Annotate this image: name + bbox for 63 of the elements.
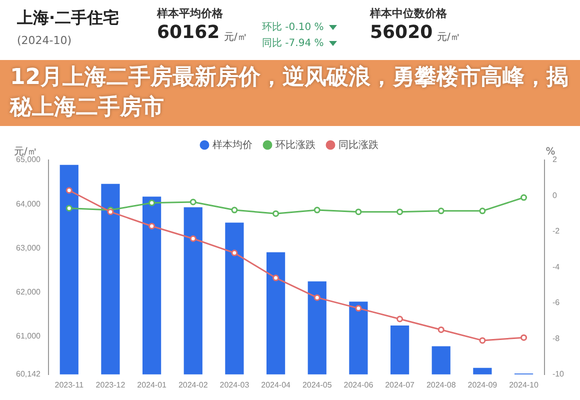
y-tick-label: 62,000	[16, 288, 42, 297]
legend-label: 环比涨跌	[276, 138, 316, 151]
x-tick-label: 2024-01	[137, 380, 168, 390]
text: 同比 -7.94 %	[262, 38, 324, 49]
text: 元/㎡	[224, 32, 248, 43]
point	[520, 334, 528, 341]
point	[148, 200, 156, 206]
x-tick-label: 2024-08	[426, 380, 456, 390]
x-tick-label: 2024-10	[509, 380, 540, 390]
point	[479, 208, 486, 214]
point	[190, 198, 196, 206]
text: 环比 -0.10 %	[262, 22, 324, 33]
x-tick-label: 2024-05	[302, 380, 332, 390]
x-tick-label: 2024-03	[220, 380, 250, 390]
point	[231, 206, 238, 214]
x-tick-label: 2023-11	[54, 380, 84, 390]
point	[272, 210, 280, 217]
text: (2024-10)	[17, 34, 72, 47]
x-tick-label: 2024-07	[385, 380, 416, 390]
point	[479, 337, 486, 344]
legend-label: 同比涨跌	[338, 138, 378, 151]
y2-tick-label: -2	[552, 226, 560, 236]
point	[314, 206, 320, 214]
point	[438, 208, 444, 214]
y2-tick-label: -8	[552, 334, 560, 343]
y-tick-label: 65,000	[16, 155, 42, 164]
legend-label: 样本均价	[212, 138, 252, 151]
x-tick-label: 2024-09	[468, 380, 498, 390]
y-tick-label: 64,000	[16, 199, 42, 208]
text: 上海·二手住宅	[17, 8, 120, 27]
y2-tick-label: -6	[552, 298, 560, 308]
point	[396, 316, 404, 322]
point	[231, 250, 238, 256]
x-tick-label: 2024-06	[344, 380, 374, 390]
point	[314, 294, 320, 301]
point	[520, 194, 528, 201]
chart-title: 12月上海二手房最新房价，逆风破浪，勇攀楼市高峰，揭秘上海二手房市	[0, 60, 580, 126]
x-tick-label: 2024-02	[178, 380, 208, 390]
y-tick-label: 60,142	[16, 370, 42, 379]
text: 元/㎡	[437, 32, 460, 43]
point	[272, 274, 280, 282]
y2-tick-label: 2	[552, 155, 558, 164]
y-tick-label: 63,000	[16, 243, 42, 252]
y-axis-title: 元/㎡	[14, 146, 38, 158]
point	[396, 208, 404, 216]
point	[438, 326, 444, 333]
y2-tick-label: -4	[552, 262, 560, 272]
text: 56020	[370, 22, 433, 43]
point	[355, 305, 362, 312]
y2-tick-label: 0	[552, 190, 558, 200]
y2-axis-title: %	[546, 146, 556, 158]
point	[355, 208, 362, 216]
y2-tick-label: -10	[552, 370, 565, 379]
text: 样本中位数价格	[370, 7, 447, 20]
text: 60162	[157, 22, 220, 43]
x-tick-label: 2024-04	[261, 380, 292, 390]
point	[66, 204, 72, 212]
point	[66, 187, 72, 194]
x-tick-label: 2023-12	[96, 380, 126, 390]
text: 样本平均价格	[157, 7, 223, 20]
point	[148, 222, 156, 230]
point	[190, 235, 196, 242]
y-tick-label: 61,000	[16, 332, 42, 341]
